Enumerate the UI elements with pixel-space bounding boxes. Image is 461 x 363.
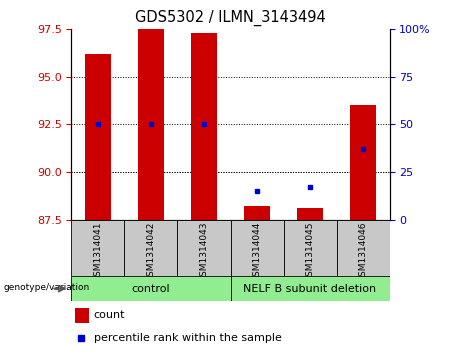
Text: GSM1314041: GSM1314041 bbox=[94, 221, 102, 282]
Bar bbox=[177, 220, 230, 276]
Bar bbox=[337, 220, 390, 276]
Text: count: count bbox=[94, 310, 125, 321]
Text: percentile rank within the sample: percentile rank within the sample bbox=[94, 333, 282, 343]
Bar bbox=[75, 308, 89, 322]
Text: GSM1314042: GSM1314042 bbox=[147, 221, 155, 282]
Bar bbox=[191, 33, 217, 220]
Bar bbox=[124, 220, 177, 276]
Bar bbox=[350, 105, 376, 220]
Text: NELF B subunit deletion: NELF B subunit deletion bbox=[243, 284, 377, 294]
Text: GSM1314043: GSM1314043 bbox=[200, 221, 208, 282]
Title: GDS5302 / ILMN_3143494: GDS5302 / ILMN_3143494 bbox=[135, 10, 326, 26]
Text: GSM1314046: GSM1314046 bbox=[359, 221, 367, 282]
Bar bbox=[284, 220, 337, 276]
Bar bbox=[297, 208, 323, 220]
Bar bbox=[230, 276, 390, 301]
Bar bbox=[138, 29, 164, 220]
Text: control: control bbox=[132, 284, 170, 294]
Bar bbox=[85, 54, 111, 220]
Text: GSM1314044: GSM1314044 bbox=[253, 221, 261, 282]
Bar bbox=[71, 276, 230, 301]
Bar bbox=[230, 220, 284, 276]
Bar bbox=[244, 206, 270, 220]
Bar bbox=[71, 220, 124, 276]
Text: GSM1314045: GSM1314045 bbox=[306, 221, 314, 282]
Text: genotype/variation: genotype/variation bbox=[4, 283, 90, 292]
